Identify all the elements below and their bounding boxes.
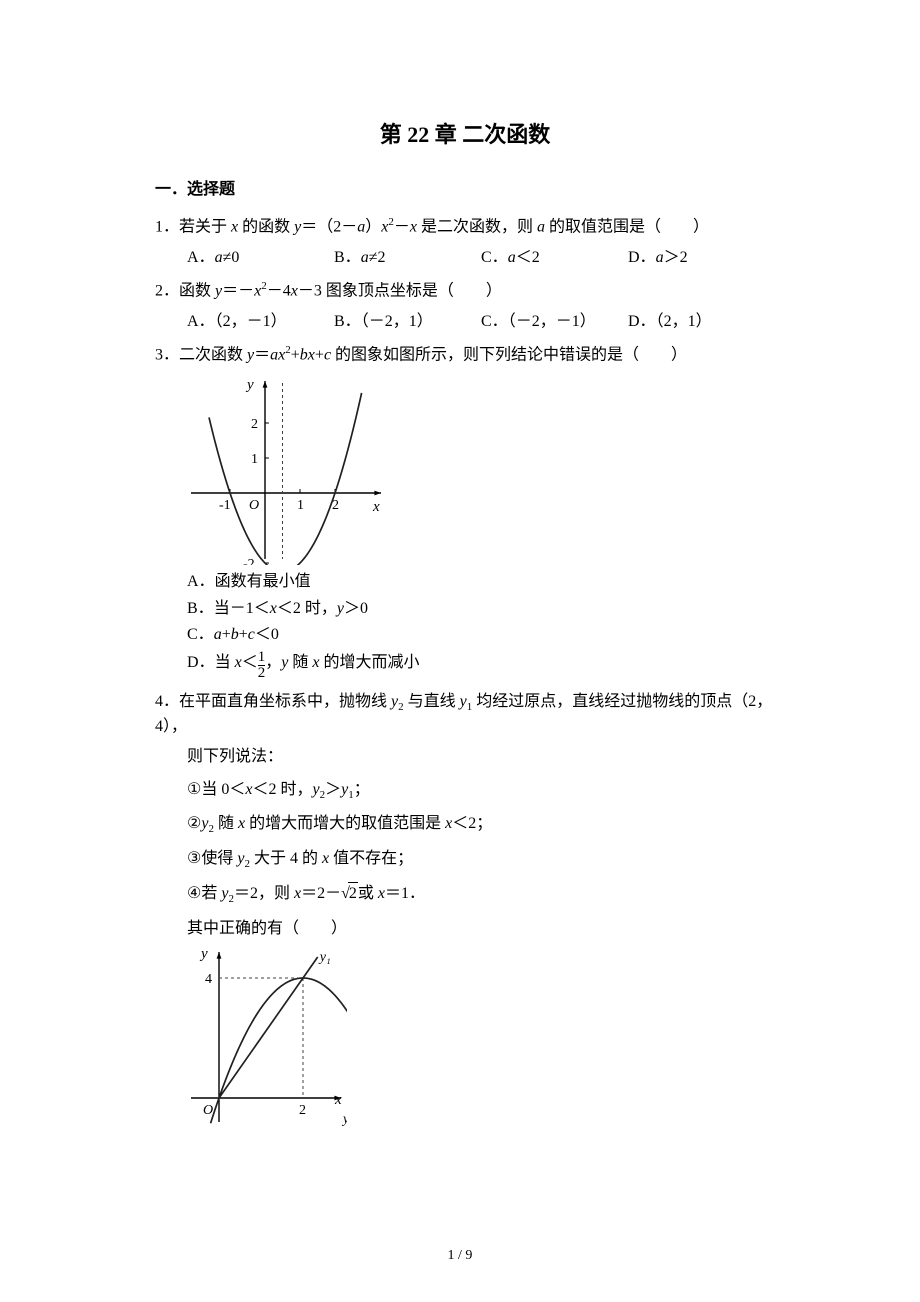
q4-graph: 2 4 Ox y y₁ y₂ bbox=[187, 946, 347, 1126]
question-2: 2．函数 y＝－x2－4x－3 图象顶点坐标是（ ） A．（2，－1） B．（－… bbox=[155, 279, 775, 333]
q1-num: 1． bbox=[155, 219, 179, 236]
q4-sub-2: ②y2 随 x 的增大而增大的取值范围是 x＜2； bbox=[155, 813, 775, 838]
svg-text:y: y bbox=[245, 377, 254, 393]
q3-graph: -11212-2Oxy bbox=[187, 375, 387, 565]
q2-opt-a: A．（2，－1） bbox=[187, 311, 334, 333]
svg-text:1: 1 bbox=[251, 452, 258, 467]
q4-sub-4: ④若 y2＝2，则 x＝2－√2或 x＝1． bbox=[155, 882, 775, 908]
svg-text:y₁: y₁ bbox=[318, 950, 331, 965]
q4-num: 4． bbox=[155, 693, 179, 710]
q2-options: A．（2，－1） B．（－2，1） C．（－2，－1） D．（2，1） bbox=[155, 311, 775, 333]
q2-opt-d: D．（2，1） bbox=[628, 311, 775, 333]
q3-opt-a: A．函数有最小值 bbox=[155, 571, 775, 593]
q1-stem: 1．若关于 x 的函数 y＝（2－a）x2－x 是二次函数，则 a 的取值范围是… bbox=[155, 215, 775, 239]
q1-opt-a: A．a≠0 bbox=[187, 247, 334, 269]
q3-opt-c: C．a+b+c＜0 bbox=[155, 624, 775, 646]
q1-opt-b: B．a≠2 bbox=[334, 247, 481, 269]
q4-sub-3: ③使得 y2 大于 4 的 x 值不存在； bbox=[155, 848, 775, 873]
svg-text:y₂: y₂ bbox=[341, 1112, 347, 1126]
q1-opt-c: C．a＜2 bbox=[481, 247, 628, 269]
svg-text:x: x bbox=[334, 1092, 342, 1108]
q1-opt-d: D．a＞2 bbox=[628, 247, 775, 269]
q2-num: 2． bbox=[155, 283, 179, 300]
q2-opt-c: C．（－2，－1） bbox=[481, 311, 628, 333]
page-number: 1 / 9 bbox=[0, 1246, 920, 1266]
svg-text:-2: -2 bbox=[243, 557, 255, 565]
svg-text:1: 1 bbox=[297, 498, 304, 513]
q2-stem: 2．函数 y＝－x2－4x－3 图象顶点坐标是（ ） bbox=[155, 279, 775, 303]
q3-stem: 3．二次函数 y＝ax2+bx+c 的图象如图所示，则下列结论中错误的是（ ） bbox=[155, 343, 775, 367]
q2-opt-b: B．（－2，1） bbox=[334, 311, 481, 333]
svg-text:-1: -1 bbox=[219, 498, 231, 513]
question-3: 3．二次函数 y＝ax2+bx+c 的图象如图所示，则下列结论中错误的是（ ） … bbox=[155, 343, 775, 681]
q4-sub-1: ①当 0＜x＜2 时，y2＞y1； bbox=[155, 779, 775, 804]
svg-text:x: x bbox=[372, 499, 380, 515]
q3-num: 3． bbox=[155, 347, 179, 364]
page: 第 22 章 二次函数 一．选择题 1．若关于 x 的函数 y＝（2－a）x2－… bbox=[0, 0, 920, 1302]
svg-text:2: 2 bbox=[251, 417, 258, 432]
svg-text:O: O bbox=[249, 498, 259, 513]
question-1: 1．若关于 x 的函数 y＝（2－a）x2－x 是二次函数，则 a 的取值范围是… bbox=[155, 215, 775, 269]
q3-opt-b: B．当－1＜x＜2 时，y＞0 bbox=[155, 598, 775, 620]
q4-stem-line2: 则下列说法： bbox=[155, 746, 775, 768]
q4-tail: 其中正确的有（ ） bbox=[155, 918, 775, 940]
question-4: 4．在平面直角坐标系中，抛物线 y2 与直线 y1 均经过原点，直线经过抛物线的… bbox=[155, 691, 775, 1126]
svg-text:y: y bbox=[199, 946, 208, 962]
q1-options: A．a≠0 B．a≠2 C．a＜2 D．a＞2 bbox=[155, 247, 775, 269]
section-header: 一．选择题 bbox=[155, 179, 775, 201]
svg-text:4: 4 bbox=[205, 972, 212, 987]
svg-text:2: 2 bbox=[299, 1103, 306, 1118]
q3-opt-d: D．当 x＜12，y 随 x 的增大而减小 bbox=[155, 650, 775, 681]
page-title: 第 22 章 二次函数 bbox=[155, 120, 775, 151]
q4-stem: 4．在平面直角坐标系中，抛物线 y2 与直线 y1 均经过原点，直线经过抛物线的… bbox=[155, 691, 775, 738]
sqrt-icon: √2 bbox=[341, 882, 358, 905]
svg-text:O: O bbox=[203, 1103, 213, 1118]
